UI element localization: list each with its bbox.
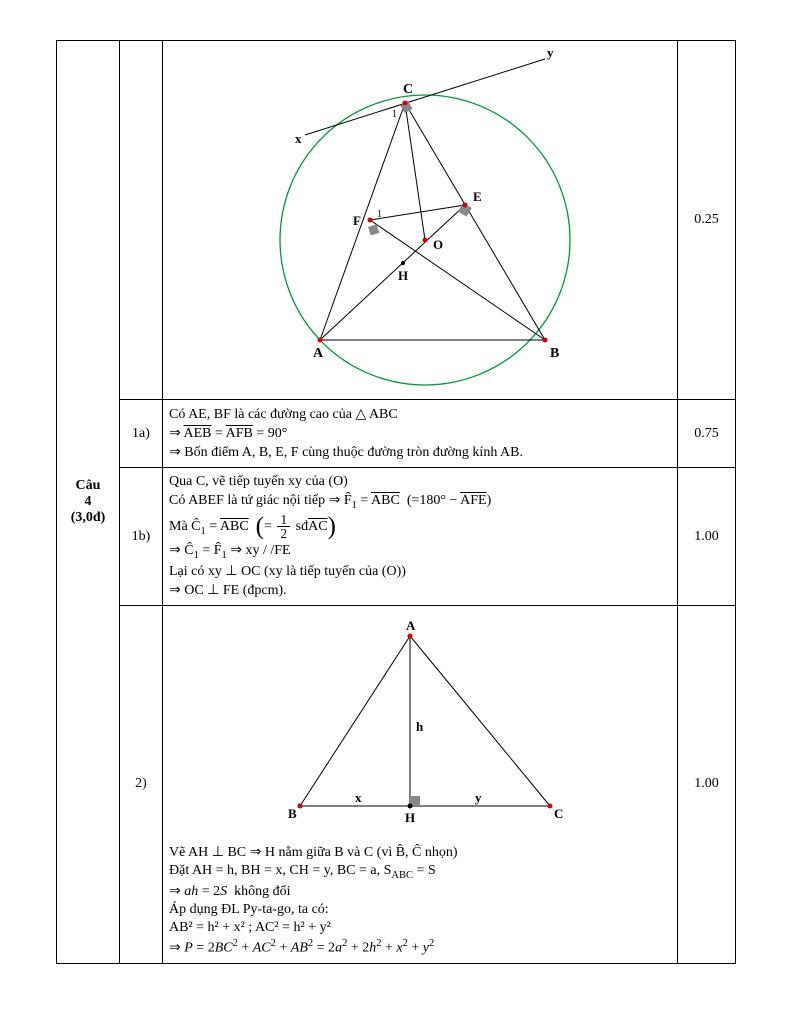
label-C: C xyxy=(403,82,413,97)
line-1b-3: Mà Ĉ1 = ABC (= 12 sđAC) xyxy=(169,513,671,541)
line-1a-2: ⇒ Bốn điểm A, B, E, F cùng thuộc đường t… xyxy=(169,444,671,461)
line-1b-5: Lại có xy ⊥ OC (xy là tiếp tuyến của (O)… xyxy=(169,563,671,580)
sub-cell-0 xyxy=(120,41,163,400)
f2-l2: Đặt AH = h, BH = x, CH = y, BC = a, SABC… xyxy=(169,863,671,881)
content-1a: Có AE, BF là các đường cao của △ ABC ⇒ A… xyxy=(163,400,678,468)
label-A: A xyxy=(313,346,324,361)
line-1b-2: Có ABEF là tứ giác nội tiếp ⇒ F̂1 = ABC … xyxy=(169,492,671,511)
line-1a-1: ⇒ AEB = AFB = 90° xyxy=(169,425,671,442)
solution-table: Câu 4 (3,0đ) xyxy=(56,40,736,964)
f2-l4: Áp dụng ĐL Py-ta-go, ta có: xyxy=(169,902,671,918)
line-1b-4: ⇒ Ĉ1 = F̂1 ⇒ xy / /FE xyxy=(169,542,671,561)
f2-x: x xyxy=(355,790,362,805)
label-y: y xyxy=(547,45,554,60)
geometry-figure-1: A B C E F O H x y 1 1 xyxy=(225,45,615,395)
f2-C: C xyxy=(554,806,563,821)
sub-2: 2) xyxy=(120,606,163,963)
score-1b: 1.00 xyxy=(678,468,736,606)
f2-H: H xyxy=(405,810,415,825)
label-H: H xyxy=(398,268,408,283)
sub-1b: 1b) xyxy=(120,468,163,606)
f2-l5: AB² = h² + x² ; AC² = h² + y² xyxy=(169,920,671,936)
f2-y: y xyxy=(475,790,482,805)
sub-1a: 1a) xyxy=(120,400,163,468)
f2-B: B xyxy=(288,806,297,821)
label-1f: 1 xyxy=(377,209,382,220)
line-1b-6: ⇒ OC ⊥ FE (đpcm). xyxy=(169,582,671,599)
content-2: A B C H h x y Vẽ AH ⊥ BC ⇒ H nằm giữa B … xyxy=(163,606,678,963)
question-points: (3,0đ) xyxy=(71,510,106,525)
line-1b-1: Qua C, vẽ tiếp tuyến xy của (O) xyxy=(169,474,671,490)
f2-A: A xyxy=(406,618,416,633)
label-B: B xyxy=(550,346,559,361)
label-E: E xyxy=(473,189,482,204)
label-F: F xyxy=(353,213,361,228)
f2-l3: ⇒ ah = 2S không đổi xyxy=(169,883,671,900)
content-1b: Qua C, vẽ tiếp tuyến xy của (O) Có ABEF … xyxy=(163,468,678,606)
question-number: 4 xyxy=(85,494,92,509)
label-O: O xyxy=(433,237,443,252)
f2-l6: ⇒ P = 2BC2 + AC2 + AB2 = 2a2 + 2h2 + x2 … xyxy=(169,938,671,957)
figure1-cell: A B C E F O H x y 1 1 xyxy=(163,41,678,400)
question-label: Câu xyxy=(76,478,101,493)
label-1c: 1 xyxy=(392,109,397,120)
score-0: 0.25 xyxy=(678,41,736,400)
f2-l1: Vẽ AH ⊥ BC ⇒ H nằm giữa B và C (vì B̂, Ĉ… xyxy=(169,844,671,861)
line-1a-0: Có AE, BF là các đường cao của △ ABC xyxy=(169,406,671,423)
label-x: x xyxy=(295,131,302,146)
geometry-figure-2: A B C H h x y xyxy=(240,616,600,836)
score-2: 1.00 xyxy=(678,606,736,963)
f2-h: h xyxy=(416,719,424,734)
score-1a: 0.75 xyxy=(678,400,736,468)
question-cell: Câu 4 (3,0đ) xyxy=(57,41,120,964)
